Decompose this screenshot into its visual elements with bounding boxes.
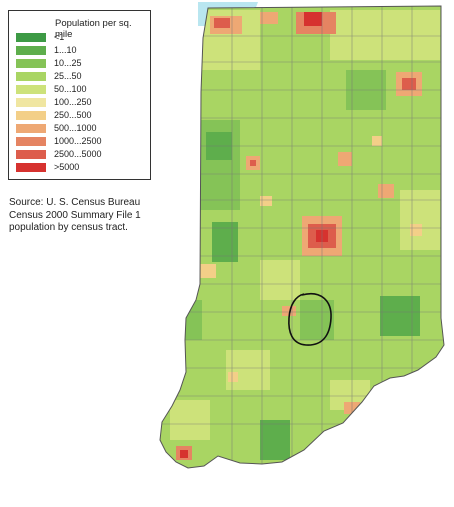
legend-swatch [16, 46, 46, 55]
legend-label: 250...500 [54, 110, 92, 120]
legend-swatch [16, 33, 46, 42]
legend-label: 500...1000 [54, 123, 97, 133]
legend-title: Population per sq. mile [55, 18, 132, 40]
legend-swatch [16, 72, 46, 81]
state-border [159, 5, 445, 469]
legend-label: 2500...5000 [54, 149, 102, 159]
legend: Population per sq. mile <1 1...10 10...25 2… [8, 10, 151, 180]
legend-swatch [16, 98, 46, 107]
legend-swatch [16, 59, 46, 68]
legend-swatch [16, 137, 46, 146]
source-note: Source: U. S. Census Bureau Census 2000 … [9, 197, 141, 235]
legend-swatch [16, 85, 46, 94]
legend-swatch [16, 163, 46, 172]
source-line: population by census tract. [9, 222, 128, 233]
legend-label: <1 [54, 32, 65, 42]
legend-label: 10...25 [54, 58, 82, 68]
legend-swatch [16, 124, 46, 133]
legend-label: 1...10 [54, 45, 77, 55]
legend-label: >5000 [54, 162, 80, 172]
legend-label: 100...250 [54, 97, 92, 107]
legend-label: 25...50 [54, 71, 82, 81]
hand-drawn-circle [288, 293, 332, 346]
legend-label: 1000...2500 [54, 136, 102, 146]
legend-label: 50...100 [54, 84, 87, 94]
source-line: Source: U. S. Census Bureau [9, 197, 141, 208]
source-line: Census 2000 Summary File 1 [9, 209, 141, 221]
state-fill [160, 6, 444, 468]
legend-swatch [16, 111, 46, 120]
legend-swatch [16, 150, 46, 159]
